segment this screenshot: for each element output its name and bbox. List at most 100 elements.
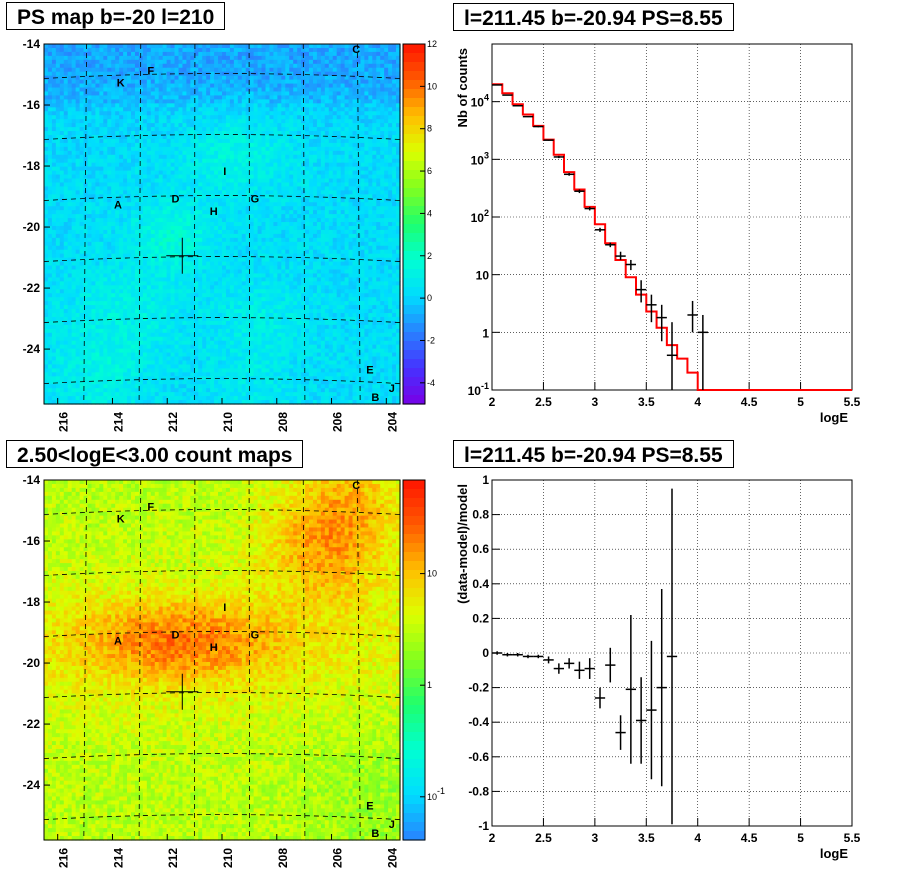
map-pixel	[202, 131, 207, 136]
map-pixel	[170, 305, 176, 310]
map-pixel	[47, 269, 53, 275]
map-pixel	[182, 233, 187, 239]
map-pixel	[225, 336, 231, 342]
map-pixel	[206, 162, 211, 168]
map-pixel	[210, 225, 215, 231]
map-pixel	[182, 44, 187, 49]
map-pixel	[178, 340, 184, 346]
map-pixel	[127, 131, 132, 136]
map-pixel	[158, 273, 164, 279]
map-pixel	[170, 186, 176, 191]
map-pixel	[198, 103, 203, 108]
map-pixel	[150, 166, 156, 172]
map-pixel	[111, 111, 116, 116]
map-pixel	[59, 202, 65, 207]
map-pixel	[178, 210, 184, 215]
map-pixel	[170, 222, 176, 227]
map-pixel	[210, 245, 215, 251]
map-pixel	[166, 44, 172, 49]
map-pixel	[47, 190, 53, 195]
map-pixel	[107, 340, 112, 346]
map-pixel	[47, 194, 53, 199]
map-pixel	[198, 229, 203, 235]
map-pixel	[182, 210, 187, 215]
map-pixel	[158, 309, 164, 314]
map-pixel	[134, 222, 140, 227]
map-pixel	[103, 119, 108, 124]
map-pixel	[47, 127, 53, 132]
map-pixel	[166, 142, 172, 148]
map-pixel	[158, 392, 164, 397]
map-pixel	[75, 162, 81, 168]
map-pixel	[71, 150, 77, 156]
map-pixel	[150, 198, 156, 203]
map-pixel	[225, 285, 231, 290]
map-pixel	[150, 340, 156, 346]
map-pixel	[87, 47, 93, 53]
map-pixel	[75, 47, 81, 53]
map-pixel	[63, 273, 69, 279]
map-pixel	[115, 63, 120, 69]
map-pixel	[99, 71, 104, 77]
map-pixel	[257, 293, 263, 298]
map-pixel	[95, 107, 100, 112]
map-pixel	[75, 99, 81, 104]
map-pixel	[170, 146, 176, 152]
map-pixel	[154, 324, 160, 330]
map-pixel	[257, 158, 263, 164]
map-pixel	[241, 233, 247, 239]
map-pixel	[182, 91, 187, 97]
map-pixel	[111, 324, 116, 330]
map-pixel	[127, 87, 132, 93]
map-pixel	[47, 138, 53, 144]
map-pixel	[119, 225, 124, 231]
map-pixel	[257, 301, 263, 306]
map-pixel	[71, 142, 77, 148]
map-pixel	[95, 253, 100, 259]
map-pixel	[253, 75, 259, 81]
map-pixel	[47, 336, 53, 342]
map-pixel	[146, 249, 152, 255]
map-pixel	[115, 222, 120, 227]
map-pixel	[119, 190, 124, 195]
map-pixel	[95, 293, 100, 298]
map-pixel	[111, 186, 116, 191]
map-pixel	[158, 293, 164, 298]
map-pixel	[249, 95, 255, 100]
map-pixel	[150, 336, 156, 342]
map-pixel	[67, 384, 73, 389]
map-pixel	[87, 261, 93, 267]
map-pixel	[206, 380, 211, 385]
map-pixel	[75, 225, 81, 231]
map-pixel	[194, 190, 199, 195]
map-pixel	[182, 277, 187, 282]
map-pixel	[162, 364, 168, 369]
map-pixel	[47, 360, 53, 366]
map-pixel	[47, 277, 53, 282]
map-pixel	[158, 146, 164, 152]
map-pixel	[237, 103, 243, 108]
map-pixel	[51, 218, 57, 223]
map-pixel	[198, 174, 203, 180]
map-pixel	[111, 301, 116, 306]
map-pixel	[63, 245, 69, 251]
map-pixel	[83, 131, 89, 136]
map-pixel	[103, 392, 108, 397]
map-pixel	[245, 138, 251, 144]
map-pixel	[99, 134, 104, 140]
map-pixel	[210, 138, 215, 144]
map-pixel	[44, 348, 49, 354]
map-pixel	[55, 55, 61, 61]
map-pixel	[107, 146, 112, 152]
map-pixel	[162, 55, 168, 61]
map-pixel	[111, 119, 116, 124]
map-pixel	[127, 162, 132, 168]
map-pixel	[257, 241, 263, 247]
map-pixel	[194, 206, 199, 211]
map-pixel	[67, 340, 73, 346]
map-pixel	[241, 103, 247, 108]
map-pixel	[142, 348, 148, 354]
map-pixel	[222, 83, 227, 89]
map-pixel	[178, 368, 184, 373]
map-pixel	[182, 146, 187, 152]
